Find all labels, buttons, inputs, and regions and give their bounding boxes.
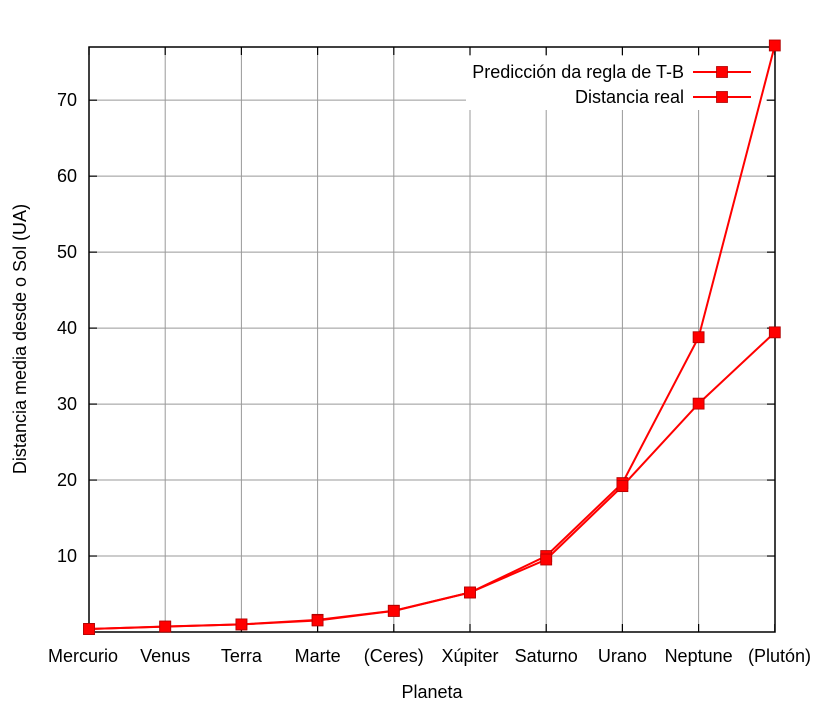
legend-box: [466, 56, 766, 110]
x-axis-title: Planeta: [401, 682, 463, 702]
y-tick-label: 50: [57, 242, 77, 262]
x-tick-label: Urano: [598, 646, 647, 666]
data-point: [159, 620, 172, 633]
y-axis: 10 20 30 40 50 60 70: [57, 90, 775, 566]
data-point: [464, 586, 476, 599]
plot-border: [88, 46, 776, 633]
data-point: [692, 397, 705, 410]
series-line: [88, 331, 776, 631]
data-point: [692, 331, 705, 344]
x-tick-label: Terra: [221, 646, 263, 666]
data-point: [768, 326, 781, 339]
data-point: [768, 39, 781, 52]
legend-label: Distancia real: [575, 87, 684, 107]
grid: [89, 47, 775, 632]
legend-label: Predicción da regla de T-B: [472, 62, 684, 82]
x-tick-label: Venus: [140, 646, 190, 666]
x-tick-label: Xúpiter: [441, 646, 498, 666]
y-tick-label: 30: [57, 394, 77, 414]
x-tick-label: (Ceres): [364, 646, 424, 666]
data-point: [235, 618, 248, 631]
y-tick-label: 60: [57, 166, 77, 186]
data-point: [311, 614, 324, 627]
x-tick-label: Neptune: [665, 646, 733, 666]
data-point: [616, 480, 629, 493]
x-tick-label: Marte: [295, 646, 341, 666]
series-line: [88, 45, 776, 630]
y-tick-label: 40: [57, 318, 77, 338]
legend: Predicción da regla de T-B Distancia real: [472, 62, 751, 107]
legend-marker: [716, 91, 728, 103]
x-tick-label: Saturno: [515, 646, 578, 666]
data-point: [83, 623, 95, 635]
x-tick-label: Mercurio: [48, 646, 118, 666]
y-axis-title: Distancia media desde o Sol (UA): [10, 204, 30, 474]
y-tick-label: 70: [57, 90, 77, 110]
legend-marker: [716, 66, 728, 78]
y-tick-label: 20: [57, 470, 77, 490]
plot-frame: [88, 46, 776, 633]
y-tick-label: 10: [57, 546, 77, 566]
legend-background: [466, 56, 766, 110]
series-layer: [83, 39, 781, 635]
data-point: [387, 605, 400, 617]
data-point: [540, 553, 553, 566]
x-axis: Mercurio Venus Terra Marte (Ceres) Xúpiter Sat…: [48, 47, 811, 666]
x-tick-label: (Plutón): [748, 646, 811, 666]
